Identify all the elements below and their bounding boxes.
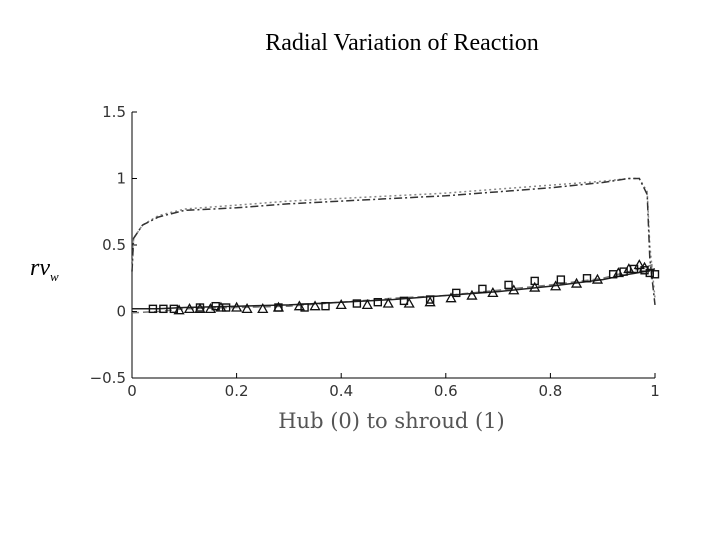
triangle-marker <box>570 277 583 288</box>
square-marker <box>478 284 487 294</box>
series-line-dotted <box>131 177 656 299</box>
x-tick-label: 0 <box>127 382 137 400</box>
triangle-marker <box>633 259 645 270</box>
markers <box>148 259 660 315</box>
triangle-marker <box>529 281 541 292</box>
triangle-marker <box>550 280 562 291</box>
triangle-marker <box>638 261 651 272</box>
x-tick: 0.6 <box>434 373 458 400</box>
triangle-marker <box>623 263 635 274</box>
triangle-marker <box>293 300 305 311</box>
y-tick-label: 0 <box>116 303 126 321</box>
triangle-marker <box>309 300 321 311</box>
y-tick: 1 <box>116 170 137 188</box>
x-tick: 1 <box>650 373 660 400</box>
square-marker <box>321 301 330 311</box>
x-tick-label: 0.2 <box>225 382 249 400</box>
y-tick-label: −0.5 <box>90 369 126 387</box>
triangle-marker <box>241 303 253 313</box>
square-marker <box>352 299 362 308</box>
triangle-marker <box>403 297 415 308</box>
triangle-marker <box>612 267 625 278</box>
triangle-marker <box>466 289 478 300</box>
square-marker <box>650 270 660 279</box>
x-tick-label: 0.4 <box>329 382 353 400</box>
triangle-marker <box>445 292 457 303</box>
series-line-dash-dot <box>131 177 656 305</box>
side-label-sub: w <box>50 268 59 284</box>
square-marker <box>608 270 618 279</box>
x-tick: 0.2 <box>225 373 249 400</box>
x-tick: 0.4 <box>329 373 353 400</box>
square-marker <box>373 297 383 307</box>
square-marker <box>425 295 435 304</box>
x-axis-title: Hub (0) to shroud (1) <box>278 409 505 433</box>
x-tick: 0 <box>127 373 137 400</box>
square-marker <box>504 280 513 290</box>
series-line-solid <box>132 268 656 310</box>
triangle-marker <box>335 299 347 310</box>
square-marker <box>452 288 461 298</box>
triangle-marker <box>183 303 196 313</box>
square-marker <box>645 268 654 278</box>
y-tick-label: 1 <box>116 170 126 188</box>
ticks: 0 0.2 0.4 0.6 0.8 1−0.500.511.5 <box>90 103 660 400</box>
square-marker <box>148 304 158 314</box>
square-marker <box>556 275 566 284</box>
y-tick: 1.5 <box>102 103 137 121</box>
triangle-marker <box>591 273 604 284</box>
triangle-marker <box>215 301 227 312</box>
triangle-marker <box>508 284 520 295</box>
square-marker <box>582 274 592 283</box>
slide-title: Radial Variation of Reaction <box>265 30 539 56</box>
triangle-marker <box>230 301 243 312</box>
x-tick-label: 1 <box>650 382 660 400</box>
triangle-marker <box>487 287 499 298</box>
triangle-marker <box>194 303 206 313</box>
y-tick-label: 0.5 <box>102 236 126 254</box>
x-tick-label: 0.8 <box>538 382 562 400</box>
square-marker <box>300 303 309 312</box>
triangle-marker <box>204 303 217 313</box>
triangle-marker <box>361 299 373 310</box>
triangle-marker <box>382 297 394 308</box>
side-axis-label: rvw <box>30 255 59 285</box>
y-tick: 0 <box>116 303 137 321</box>
triangle-marker <box>257 303 269 313</box>
x-tick-label: 0.6 <box>434 382 458 400</box>
series-lines <box>131 177 656 314</box>
y-tick: −0.5 <box>90 369 137 387</box>
triangle-marker <box>424 296 436 307</box>
square-marker <box>530 276 539 286</box>
triangle-marker <box>272 301 285 312</box>
triangle-marker <box>173 304 185 315</box>
y-tick-label: 1.5 <box>102 103 126 121</box>
x-tick: 0.8 <box>538 373 562 400</box>
square-marker <box>159 304 168 314</box>
side-label-main: rv <box>30 255 50 281</box>
